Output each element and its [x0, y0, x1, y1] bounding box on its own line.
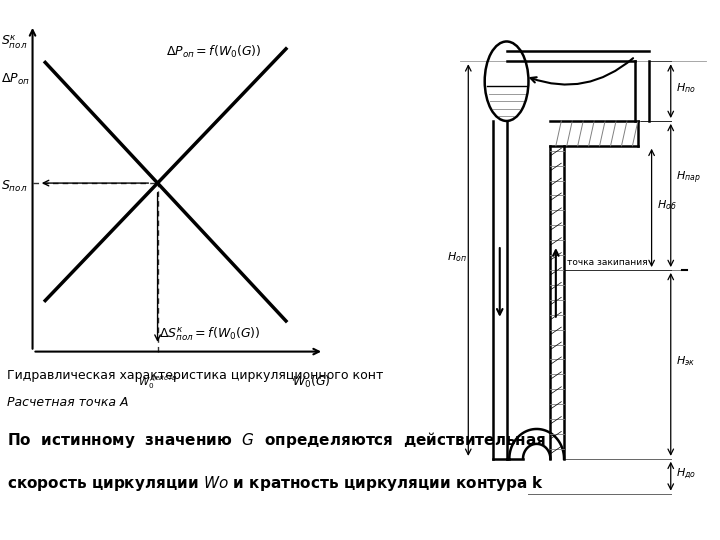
Text: $W_0^{действ}$: $W_0^{действ}$: [138, 373, 177, 390]
Text: Гидравлическая характеристика циркуляционного конт: Гидравлическая характеристика циркуляцио…: [7, 369, 384, 382]
Text: точка закипания: точка закипания: [567, 258, 647, 267]
Text: $W_0(G)$: $W_0(G)$: [292, 374, 330, 390]
Text: $H_{до}$: $H_{до}$: [676, 467, 696, 481]
Text: $H_{по}$: $H_{по}$: [676, 81, 696, 95]
Text: $\Delta P_{оп} = f\left(W_0(G)\right)$: $\Delta P_{оп} = f\left(W_0(G)\right)$: [166, 44, 261, 60]
Text: Расчетная точка А: Расчетная точка А: [7, 396, 129, 409]
Text: $\Delta P_{оп}$: $\Delta P_{оп}$: [1, 72, 30, 87]
Text: $\Delta S^{к}_{пол} = f\left(W_0(G)\right)$: $\Delta S^{к}_{пол} = f\left(W_0(G)\righ…: [159, 326, 261, 343]
Text: $H_{пар}$: $H_{пар}$: [676, 170, 701, 186]
Text: $S^{к}_{пол}$: $S^{к}_{пол}$: [1, 33, 27, 51]
Text: $S_{пол}$: $S_{пол}$: [1, 179, 27, 194]
Text: скорость циркуляции $Wo$ и кратность циркуляции контура k: скорость циркуляции $Wo$ и кратность цир…: [7, 474, 544, 493]
Text: По  истинному  значению  $G$  определяются  действительная: По истинному значению $G$ определяются д…: [7, 430, 546, 450]
Text: $H_{об}$: $H_{об}$: [657, 198, 677, 212]
Text: $H_{оп}$: $H_{оп}$: [447, 250, 467, 264]
Circle shape: [485, 42, 528, 121]
Text: $H_{эк}$: $H_{эк}$: [676, 354, 696, 368]
